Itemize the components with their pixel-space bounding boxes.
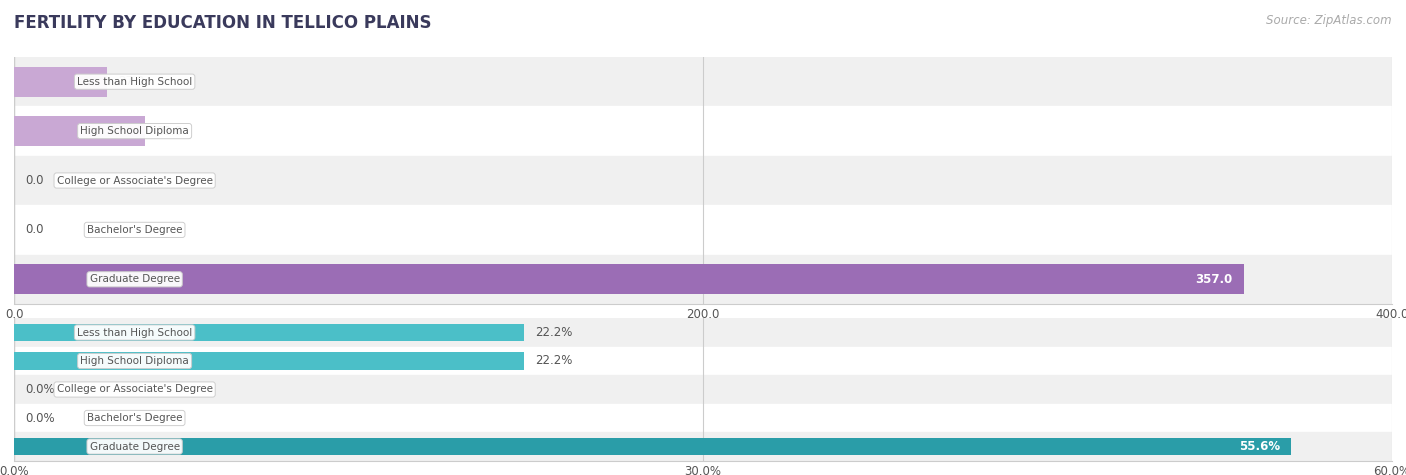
Bar bbox=[14, 438, 1291, 455]
Bar bbox=[14, 324, 524, 341]
Bar bbox=[14, 318, 1392, 347]
Text: 27.0: 27.0 bbox=[118, 75, 145, 88]
Text: 357.0: 357.0 bbox=[1195, 273, 1233, 286]
Text: 0.0%: 0.0% bbox=[25, 383, 55, 396]
Bar bbox=[14, 347, 1392, 375]
Text: High School Diploma: High School Diploma bbox=[80, 356, 188, 366]
Bar bbox=[14, 156, 1392, 205]
Bar bbox=[14, 255, 1392, 304]
Text: 0.0%: 0.0% bbox=[25, 411, 55, 425]
Bar bbox=[14, 106, 1392, 156]
Bar bbox=[14, 404, 1392, 432]
Bar bbox=[14, 116, 145, 146]
Bar bbox=[14, 375, 1392, 404]
Text: 22.2%: 22.2% bbox=[534, 326, 572, 339]
Text: College or Associate's Degree: College or Associate's Degree bbox=[56, 175, 212, 186]
Text: Graduate Degree: Graduate Degree bbox=[90, 274, 180, 285]
Text: College or Associate's Degree: College or Associate's Degree bbox=[56, 384, 212, 395]
Text: FERTILITY BY EDUCATION IN TELLICO PLAINS: FERTILITY BY EDUCATION IN TELLICO PLAINS bbox=[14, 14, 432, 32]
Bar bbox=[14, 352, 524, 370]
Text: Bachelor's Degree: Bachelor's Degree bbox=[87, 413, 183, 423]
Bar bbox=[14, 265, 1244, 294]
Text: 0.0: 0.0 bbox=[25, 223, 44, 237]
Text: Less than High School: Less than High School bbox=[77, 327, 193, 338]
Bar bbox=[14, 432, 1392, 461]
Text: 38.0: 38.0 bbox=[156, 124, 181, 138]
Text: Bachelor's Degree: Bachelor's Degree bbox=[87, 225, 183, 235]
Text: 22.2%: 22.2% bbox=[534, 354, 572, 368]
Bar bbox=[14, 205, 1392, 255]
Text: 55.6%: 55.6% bbox=[1239, 440, 1279, 453]
Text: High School Diploma: High School Diploma bbox=[80, 126, 188, 136]
Text: 0.0: 0.0 bbox=[25, 174, 44, 187]
Bar bbox=[14, 67, 107, 96]
Text: Source: ZipAtlas.com: Source: ZipAtlas.com bbox=[1267, 14, 1392, 27]
Text: Less than High School: Less than High School bbox=[77, 76, 193, 87]
Text: Graduate Degree: Graduate Degree bbox=[90, 441, 180, 452]
Bar bbox=[14, 57, 1392, 106]
